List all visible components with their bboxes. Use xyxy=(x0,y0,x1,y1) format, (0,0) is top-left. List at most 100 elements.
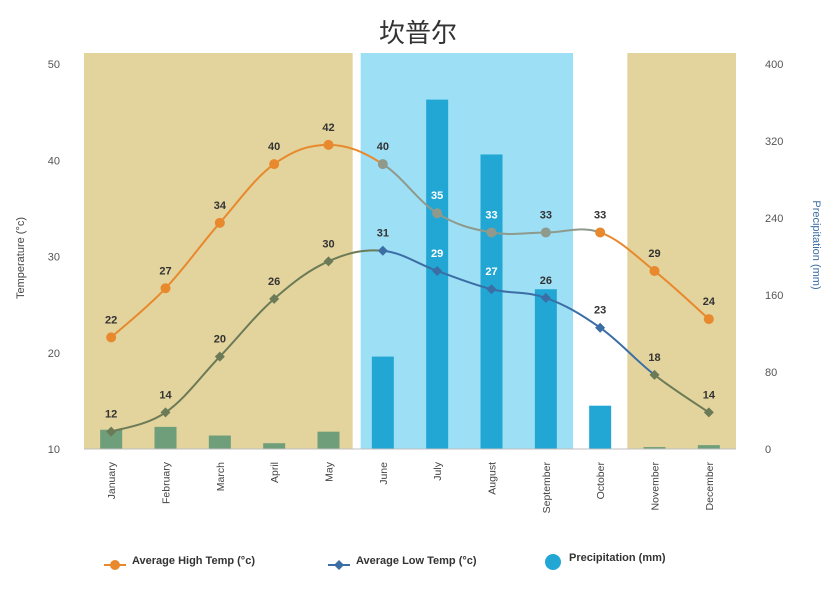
low-label-february: 14 xyxy=(159,389,172,401)
high-label-january: 22 xyxy=(105,314,117,326)
low-line-segment xyxy=(653,374,710,414)
high-point-april[interactable] xyxy=(269,159,280,170)
high-label-december: 24 xyxy=(703,296,716,308)
y-right-tick-80: 80 xyxy=(765,367,777,379)
x-tick-november: November xyxy=(650,461,662,510)
high-label-may: 42 xyxy=(322,122,334,134)
low-label-june: 31 xyxy=(377,228,389,240)
x-tick-july: July xyxy=(432,461,444,480)
x-tick-september: September xyxy=(541,462,553,514)
low-label-july: 29 xyxy=(431,248,443,260)
high-point-february[interactable] xyxy=(160,283,171,294)
low-label-november: 18 xyxy=(648,352,660,364)
low-point-november[interactable] xyxy=(649,369,660,380)
high-point-august[interactable] xyxy=(486,227,497,238)
low-point-may[interactable] xyxy=(323,256,334,267)
low-point-june[interactable] xyxy=(377,245,388,256)
x-tick-february: February xyxy=(161,461,173,504)
low-label-march: 20 xyxy=(214,334,226,346)
legend-item-precip[interactable]: Precipitation (mm) xyxy=(545,552,666,570)
precip-bar-april[interactable] xyxy=(263,443,286,449)
high-label-june: 40 xyxy=(377,141,389,153)
legend-item-low[interactable]: Average Low Temp (°c) xyxy=(328,555,477,570)
precip-bar-march[interactable] xyxy=(208,435,231,449)
low-line-segment xyxy=(164,355,221,414)
precipitation-bars xyxy=(100,99,720,450)
precip-bar-january[interactable] xyxy=(100,429,123,449)
high-point-march[interactable] xyxy=(214,217,225,228)
legend-low-label: Average Low Temp (°c) xyxy=(356,555,477,567)
low-line-segment xyxy=(599,326,656,376)
low-label-december: 14 xyxy=(703,389,716,401)
low-line-segment xyxy=(382,249,438,272)
precip-bar-november[interactable] xyxy=(643,447,666,449)
low-point-august[interactable] xyxy=(486,284,497,295)
high-label-august: 33 xyxy=(485,209,497,221)
y-right-tick-240: 240 xyxy=(765,213,783,225)
high-point-november[interactable] xyxy=(649,265,660,276)
precip-bar-december[interactable] xyxy=(697,445,720,449)
y-axis-right-title: Precipitation (mm) xyxy=(810,200,822,289)
low-point-february[interactable] xyxy=(160,407,171,418)
low-point-april[interactable] xyxy=(269,293,280,304)
low-line-segment xyxy=(219,298,275,358)
precip-bar-october[interactable] xyxy=(589,405,612,449)
x-tick-march: March xyxy=(215,462,227,491)
high-point-october[interactable] xyxy=(595,227,606,238)
high-label-april: 40 xyxy=(268,141,280,153)
low-label-september: 26 xyxy=(540,275,552,287)
legend-high-label: Average High Temp (°c) xyxy=(132,555,255,567)
low-line-segment xyxy=(273,260,329,300)
y-axis-left-title: Temperature (°c) xyxy=(15,217,27,299)
precip-bar-september[interactable] xyxy=(534,289,557,449)
y-left-tick-50: 50 xyxy=(48,59,60,71)
high-label-october: 33 xyxy=(594,209,606,221)
low-label-october: 23 xyxy=(594,305,606,317)
high-label-september: 33 xyxy=(540,209,552,221)
low-line-segment xyxy=(328,249,383,263)
low-point-march[interactable] xyxy=(214,351,225,362)
x-tick-october: October xyxy=(595,462,607,500)
high-point-january[interactable] xyxy=(106,332,117,343)
high-line-segment xyxy=(164,222,221,289)
legend-item-high[interactable]: Average High Temp (°c) xyxy=(104,555,255,570)
high-point-december[interactable] xyxy=(703,314,714,325)
data-labels: 22 27 34 40 42 40 35 33 33 33 29 24 12 14 20 26 30 31 29 27… xyxy=(105,122,716,421)
low-point-september[interactable] xyxy=(540,292,551,303)
x-tick-may: May xyxy=(324,461,336,482)
precip-bar-may[interactable] xyxy=(317,431,340,449)
temperature-lines xyxy=(106,139,714,437)
low-line-segment xyxy=(545,296,601,329)
low-point-july[interactable] xyxy=(432,265,443,276)
precip-bar-june[interactable] xyxy=(371,356,394,449)
y-left-tick-40: 40 xyxy=(48,155,60,167)
low-label-january: 12 xyxy=(105,409,117,421)
x-tick-june: June xyxy=(378,462,390,485)
y-right-tick-400: 400 xyxy=(765,59,783,71)
high-point-july[interactable] xyxy=(432,208,443,219)
season-band-dry xyxy=(627,53,736,449)
high-line-segment xyxy=(382,163,438,215)
low-point-october[interactable] xyxy=(595,322,606,333)
x-tick-april: April xyxy=(269,462,281,483)
y-left-tick-10: 10 xyxy=(48,444,60,456)
x-tick-august: August xyxy=(487,462,499,495)
high-point-may[interactable] xyxy=(323,139,334,150)
low-label-april: 26 xyxy=(268,276,280,288)
y-right-tick-320: 320 xyxy=(765,136,783,148)
high-line-segment xyxy=(219,163,275,224)
chart-title: 坎普尔 xyxy=(379,19,457,49)
precip-bar-august[interactable] xyxy=(480,154,503,449)
low-label-august: 27 xyxy=(485,266,497,278)
high-label-february: 27 xyxy=(159,265,171,277)
high-point-september[interactable] xyxy=(540,227,551,238)
precip-bar-february[interactable] xyxy=(154,426,177,449)
high-label-march: 34 xyxy=(214,200,227,212)
x-tick-january: January xyxy=(106,461,118,499)
high-point-june[interactable] xyxy=(377,159,388,170)
legend-low-marker xyxy=(334,560,344,570)
low-point-december[interactable] xyxy=(703,407,714,418)
y-left-tick-30: 30 xyxy=(48,252,60,264)
low-point-january[interactable] xyxy=(106,426,117,437)
